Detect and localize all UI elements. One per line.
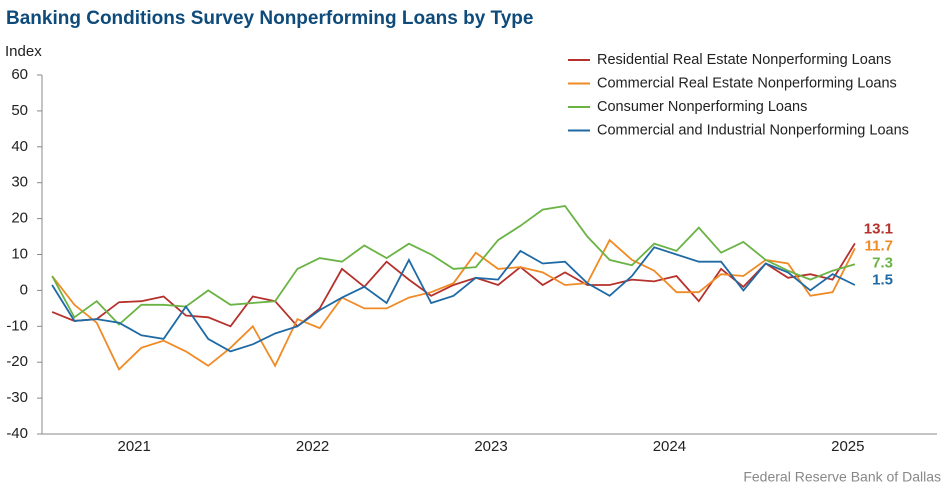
end-label: 11.7	[865, 237, 893, 254]
y-tick-label: 0	[20, 281, 28, 298]
legend-label: Commercial Real Estate Nonperforming Loa…	[597, 75, 897, 91]
end-label: 13.1	[864, 220, 893, 237]
x-tick-label: 2021	[118, 438, 151, 455]
legend-label: Consumer Nonperforming Loans	[597, 99, 807, 115]
y-tick-label: 60	[11, 66, 28, 83]
x-tick-label: 2022	[296, 438, 329, 455]
legend-label: Residential Real Estate Nonperforming Lo…	[597, 52, 891, 68]
end-label: 1.5	[872, 271, 893, 288]
y-axis-label: Index	[5, 43, 42, 60]
series-line	[51, 246, 856, 353]
y-tick-label: 50	[11, 102, 28, 119]
y-tick-label: 30	[11, 174, 28, 191]
x-tick-label: 2025	[831, 438, 864, 455]
series-line	[51, 238, 856, 371]
y-tick-label: 20	[11, 210, 28, 227]
x-tick-label: 2023	[474, 438, 507, 455]
legend-label: Commercial and Industrial Nonperforming …	[597, 122, 909, 138]
x-tick-label: 2024	[653, 438, 686, 455]
y-tick-label: -20	[6, 353, 28, 370]
y-tick-label: 10	[11, 245, 28, 262]
end-label: 7.3	[872, 254, 893, 271]
chart-title: Banking Conditions Survey Nonperforming …	[6, 8, 533, 29]
source: Federal Reserve Bank of Dallas	[743, 469, 941, 485]
series-line	[51, 242, 856, 328]
y-tick-label: -30	[6, 389, 28, 406]
y-tick-label: -10	[6, 317, 28, 334]
y-tick-label: -40	[6, 425, 28, 442]
y-tick-label: 40	[11, 138, 28, 155]
series-line	[51, 205, 856, 326]
